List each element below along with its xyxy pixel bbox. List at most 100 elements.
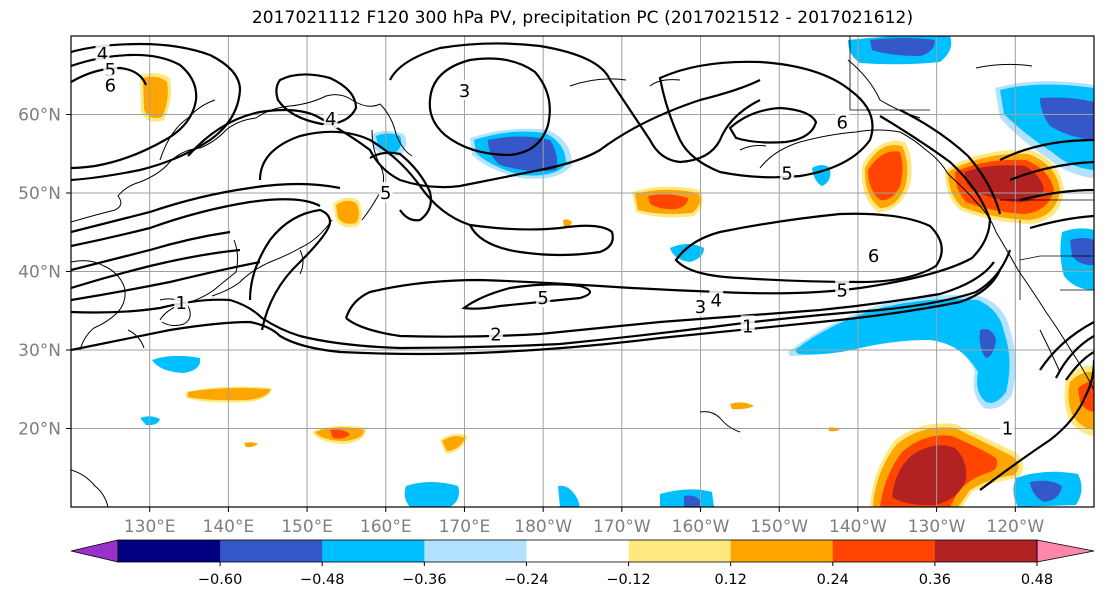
pv-contour bbox=[389, 42, 761, 164]
lon-tick-label: 120°W bbox=[986, 517, 1044, 537]
contour-label-bg bbox=[1000, 417, 1015, 438]
pv-contour bbox=[345, 261, 995, 338]
colorbar-segment bbox=[526, 540, 630, 562]
colorbar-segment bbox=[220, 540, 323, 562]
lat-tick-label: 30°N bbox=[18, 341, 61, 361]
contour-label: 6 bbox=[105, 75, 116, 96]
precip-blob bbox=[488, 136, 558, 172]
pv-contour bbox=[899, 109, 1002, 215]
pv-contour bbox=[71, 53, 198, 170]
contour-label: 6 bbox=[868, 246, 879, 267]
contour-label: 3 bbox=[459, 81, 470, 102]
contour-label: 4 bbox=[325, 109, 336, 130]
contour-label-bg bbox=[488, 323, 503, 344]
contour-label-bg bbox=[740, 315, 755, 336]
precip-blob bbox=[330, 429, 350, 439]
precip-blob bbox=[892, 445, 967, 506]
colorbar-tick-label: −0.36 bbox=[402, 572, 446, 588]
precip-blob bbox=[648, 194, 688, 210]
lon-tick-label: 170°W bbox=[593, 517, 651, 537]
contour-label: 5 bbox=[781, 163, 792, 184]
colorbar-tick-label: 0.36 bbox=[919, 572, 951, 588]
precip-blob bbox=[244, 442, 258, 448]
lat-tick-label: 50°N bbox=[18, 184, 61, 204]
lon-tick-label: 130°E bbox=[124, 517, 176, 537]
precip-blob bbox=[870, 38, 935, 56]
colorbar-extend-high bbox=[1036, 539, 1095, 563]
colorbar-tick-label: 0.24 bbox=[817, 572, 849, 588]
lon-tick-label: 160°W bbox=[672, 517, 730, 537]
colorbar-frame bbox=[117, 539, 1038, 563]
pv-contour bbox=[461, 283, 592, 310]
colorbar-segment bbox=[832, 540, 936, 562]
precip-blob bbox=[730, 402, 754, 410]
contour-label-bg bbox=[174, 291, 189, 312]
colorbar-segment bbox=[118, 540, 221, 562]
precip-blob bbox=[1070, 238, 1094, 266]
contour-label-bg bbox=[835, 279, 850, 300]
lon-tick-label: 180°W bbox=[514, 517, 572, 537]
pv-contour bbox=[428, 57, 551, 157]
pv-contours bbox=[71, 42, 1094, 491]
contour-label: 5 bbox=[537, 288, 548, 309]
pv-contour bbox=[275, 73, 358, 126]
pv-contour bbox=[1039, 321, 1094, 371]
colorbar-tick-label: −0.24 bbox=[504, 572, 548, 588]
contour-label-bg bbox=[709, 289, 724, 310]
contour-label: 5 bbox=[836, 280, 847, 301]
colorbar-segment bbox=[730, 540, 834, 562]
lon-tick-label: 140°E bbox=[203, 517, 255, 537]
contour-label-bg bbox=[103, 74, 118, 95]
contour-label-bg bbox=[457, 79, 472, 100]
pv-contour bbox=[71, 269, 1002, 356]
contour-label: 6 bbox=[836, 112, 847, 133]
pv-contour bbox=[71, 260, 261, 302]
precip-blob bbox=[563, 219, 572, 228]
lon-tick-label: 170°E bbox=[439, 517, 491, 537]
precip-blob bbox=[152, 355, 201, 373]
precip-blob bbox=[684, 495, 700, 507]
pv-contour bbox=[879, 115, 992, 221]
pv-contour bbox=[999, 138, 1094, 161]
precip-blob bbox=[336, 200, 359, 224]
pv-contour bbox=[369, 151, 432, 222]
pv-contour bbox=[469, 223, 614, 257]
coastlines bbox=[71, 59, 1094, 507]
pv-contour bbox=[71, 248, 241, 290]
borders bbox=[849, 36, 1094, 300]
pv-contour bbox=[71, 198, 321, 248]
lon-tick-label: 160°E bbox=[360, 517, 412, 537]
contour-label-bg bbox=[323, 108, 338, 129]
contour-label: 2 bbox=[490, 324, 501, 345]
contour-label: 1 bbox=[1002, 419, 1013, 440]
colorbar-segment bbox=[934, 540, 1038, 562]
contour-label: 3 bbox=[695, 297, 706, 318]
contour-label-bg bbox=[536, 287, 551, 308]
precip-blob bbox=[1040, 97, 1094, 140]
pv-contour bbox=[187, 79, 761, 189]
pv-contour bbox=[674, 212, 943, 284]
contour-label: 1 bbox=[742, 316, 753, 337]
colorbar: −0.60 −0.48 −0.36 −0.24 −0.12 0.12 0.24 0.36 0.4… bbox=[70, 539, 1095, 588]
longitude-labels: 130°E 140°E 150°E 160°E 170°E 180°W 170°W 160°W… bbox=[124, 507, 1044, 537]
precip-blob bbox=[868, 151, 903, 201]
pv-contour bbox=[71, 230, 231, 272]
lat-tick-label: 40°N bbox=[18, 263, 61, 283]
colorbar-tick-label: 0.12 bbox=[715, 572, 747, 588]
pv-contour bbox=[344, 217, 992, 319]
contour-label-bg bbox=[103, 58, 118, 79]
precip-blob bbox=[404, 482, 459, 507]
colorbar-extend-low bbox=[70, 539, 119, 563]
lon-tick-label: 130°W bbox=[908, 517, 966, 537]
precip-blob bbox=[143, 76, 168, 119]
pv-contour bbox=[258, 130, 471, 227]
pv-contour bbox=[1065, 351, 1094, 381]
colorbar-tick-label: −0.48 bbox=[300, 572, 344, 588]
precip-blob bbox=[795, 299, 1010, 403]
pv-contour bbox=[71, 249, 1012, 350]
pv-contour bbox=[979, 359, 1094, 491]
contour-label-bg bbox=[835, 111, 850, 132]
precip-blob bbox=[558, 485, 580, 507]
